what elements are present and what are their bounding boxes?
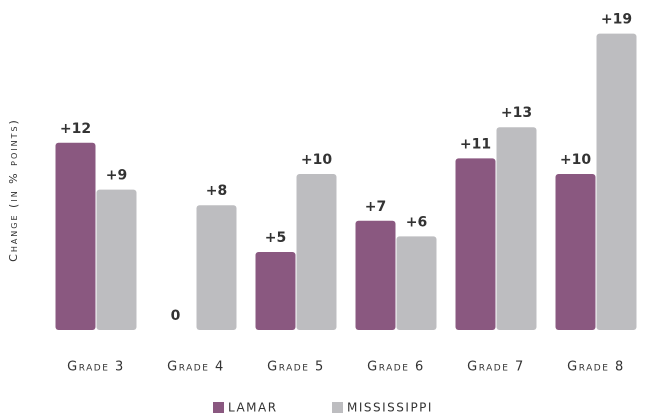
value-label: +11 — [460, 136, 491, 152]
x-tick-label: Grade 7 — [467, 360, 525, 375]
value-label: +9 — [106, 168, 127, 184]
bar — [55, 142, 96, 330]
bar — [255, 252, 296, 330]
value-label: +8 — [206, 183, 227, 199]
value-label: +19 — [601, 12, 632, 28]
value-label: +6 — [406, 214, 427, 230]
bar — [596, 33, 637, 330]
x-tick-label: Grade 3 — [67, 360, 125, 375]
x-tick-label: Grade 6 — [367, 360, 425, 375]
bar — [455, 158, 496, 330]
legend-label: Lamar — [228, 401, 278, 415]
x-tick-label: Grade 4 — [167, 360, 225, 375]
x-tick-label: Grade 8 — [567, 360, 625, 375]
legend-label: Mississippi — [347, 401, 433, 415]
legend-swatch — [213, 402, 224, 413]
bar — [96, 189, 137, 330]
value-label: +10 — [301, 152, 332, 168]
x-tick-label: Grade 5 — [267, 360, 325, 375]
legend-swatch — [332, 402, 343, 413]
value-label: +10 — [560, 152, 591, 168]
value-label: 0 — [171, 308, 181, 324]
bar — [355, 220, 396, 330]
value-label: +7 — [365, 199, 386, 215]
bar — [396, 236, 437, 330]
value-label: +5 — [265, 230, 286, 246]
bar — [296, 174, 337, 330]
value-label: +12 — [60, 121, 91, 137]
bar — [196, 205, 237, 330]
value-label: +13 — [501, 105, 532, 121]
y-axis-label: Change (in % points) — [7, 118, 20, 262]
bar — [555, 174, 596, 330]
bar — [496, 127, 537, 330]
